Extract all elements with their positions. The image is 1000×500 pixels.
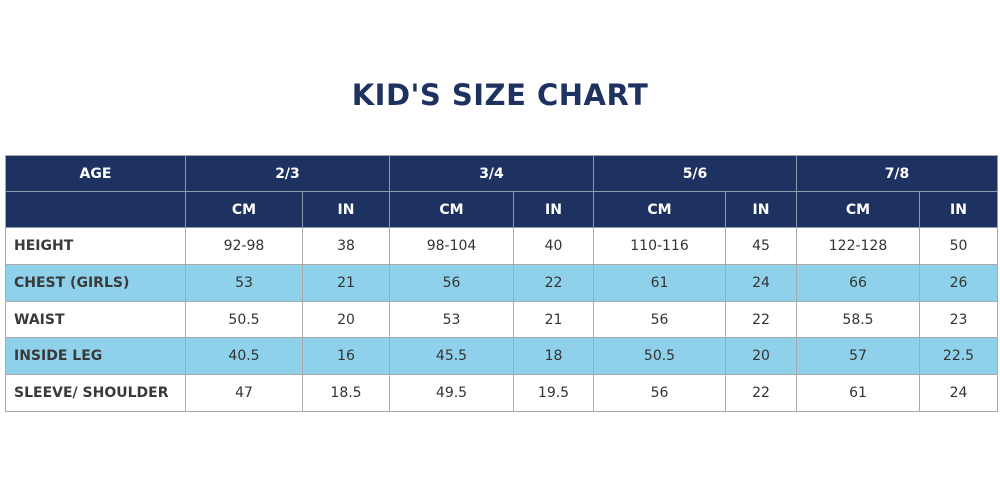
measure-cell: 26 bbox=[920, 265, 998, 302]
measure-cell: 18 bbox=[514, 338, 594, 375]
unit-header: CM bbox=[390, 192, 514, 228]
measure-cell: 18.5 bbox=[303, 375, 390, 412]
measure-cell: 110-116 bbox=[594, 228, 726, 265]
row-label: INSIDE LEG bbox=[5, 338, 186, 375]
measure-cell: 23 bbox=[920, 302, 998, 338]
measure-cell: 22 bbox=[514, 265, 594, 302]
measure-cell: 20 bbox=[726, 338, 797, 375]
measure-cell: 24 bbox=[726, 265, 797, 302]
size-group-header: 2/3 bbox=[186, 155, 390, 192]
size-group-header: 7/8 bbox=[797, 155, 998, 192]
measure-cell: 22 bbox=[726, 302, 797, 338]
measure-cell: 50.5 bbox=[186, 302, 303, 338]
measure-cell: 50.5 bbox=[594, 338, 726, 375]
row-label: WAIST bbox=[5, 302, 186, 338]
measure-cell: 21 bbox=[514, 302, 594, 338]
measure-cell: 21 bbox=[303, 265, 390, 302]
age-header: AGE bbox=[5, 155, 186, 192]
measure-cell: 24 bbox=[920, 375, 998, 412]
measure-cell: 61 bbox=[594, 265, 726, 302]
measure-cell: 22 bbox=[726, 375, 797, 412]
size-group-header: 5/6 bbox=[594, 155, 797, 192]
measure-cell: 40 bbox=[514, 228, 594, 265]
measure-cell: 47 bbox=[186, 375, 303, 412]
measure-cell: 122-128 bbox=[797, 228, 920, 265]
measure-cell: 20 bbox=[303, 302, 390, 338]
size-group-header: 3/4 bbox=[390, 155, 594, 192]
measure-cell: 16 bbox=[303, 338, 390, 375]
measure-cell: 56 bbox=[594, 302, 726, 338]
measure-cell: 58.5 bbox=[797, 302, 920, 338]
measure-cell: 53 bbox=[390, 302, 514, 338]
row-label: CHEST (GIRLS) bbox=[5, 265, 186, 302]
measure-cell: 50 bbox=[920, 228, 998, 265]
row-label: HEIGHT bbox=[5, 228, 186, 265]
page-title: KID'S SIZE CHART bbox=[351, 78, 649, 112]
unit-header: IN bbox=[514, 192, 594, 228]
unit-header: IN bbox=[920, 192, 998, 228]
measure-cell: 45.5 bbox=[390, 338, 514, 375]
measure-cell: 98-104 bbox=[390, 228, 514, 265]
measure-cell: 22.5 bbox=[920, 338, 998, 375]
empty-header bbox=[5, 192, 186, 228]
row-label: SLEEVE/ SHOULDER bbox=[5, 375, 186, 412]
measure-cell: 61 bbox=[797, 375, 920, 412]
measure-cell: 45 bbox=[726, 228, 797, 265]
measure-cell: 57 bbox=[797, 338, 920, 375]
measure-cell: 40.5 bbox=[186, 338, 303, 375]
unit-header: CM bbox=[594, 192, 726, 228]
unit-header: CM bbox=[186, 192, 303, 228]
measure-cell: 56 bbox=[594, 375, 726, 412]
measure-cell: 49.5 bbox=[390, 375, 514, 412]
unit-header: CM bbox=[797, 192, 920, 228]
measure-cell: 38 bbox=[303, 228, 390, 265]
measure-cell: 53 bbox=[186, 265, 303, 302]
measure-cell: 66 bbox=[797, 265, 920, 302]
measure-cell: 92-98 bbox=[186, 228, 303, 265]
measure-cell: 19.5 bbox=[514, 375, 594, 412]
measure-cell: 56 bbox=[390, 265, 514, 302]
unit-header: IN bbox=[303, 192, 390, 228]
unit-header: IN bbox=[726, 192, 797, 228]
